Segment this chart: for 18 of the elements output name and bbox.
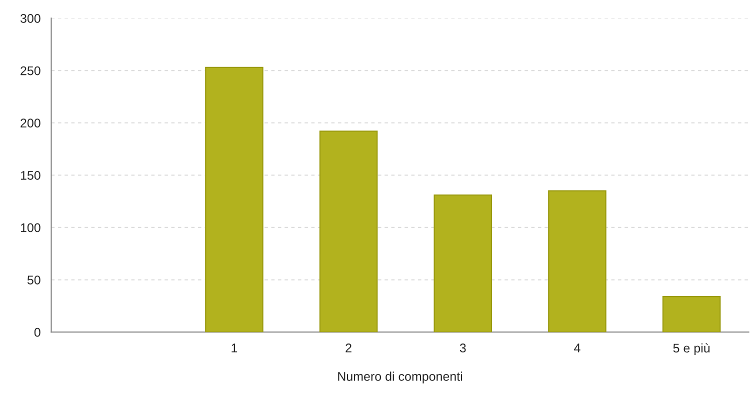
y-tick-label: 300	[20, 14, 40, 23]
y-tick-label: 200	[20, 118, 40, 128]
bar	[434, 194, 492, 332]
x-tick-label: 1	[232, 344, 238, 352]
x-tick-label: 4	[574, 344, 580, 352]
y-tick-label: 50	[27, 276, 40, 284]
x-tick-label: 2	[346, 344, 352, 352]
x-tick-label: 5 e più	[673, 343, 710, 356]
y-tick-label: 100	[20, 223, 40, 232]
x-tick-label: 3	[460, 344, 466, 352]
bar	[205, 66, 264, 332]
y-tick-label: 0	[34, 328, 40, 337]
bar	[662, 296, 721, 332]
x-axis-title: Numero di componenti	[338, 372, 462, 384]
bar	[319, 130, 378, 332]
y-tick-label: 250	[20, 66, 40, 76]
y-tick-label: 150	[20, 170, 40, 180]
bar	[548, 190, 606, 332]
